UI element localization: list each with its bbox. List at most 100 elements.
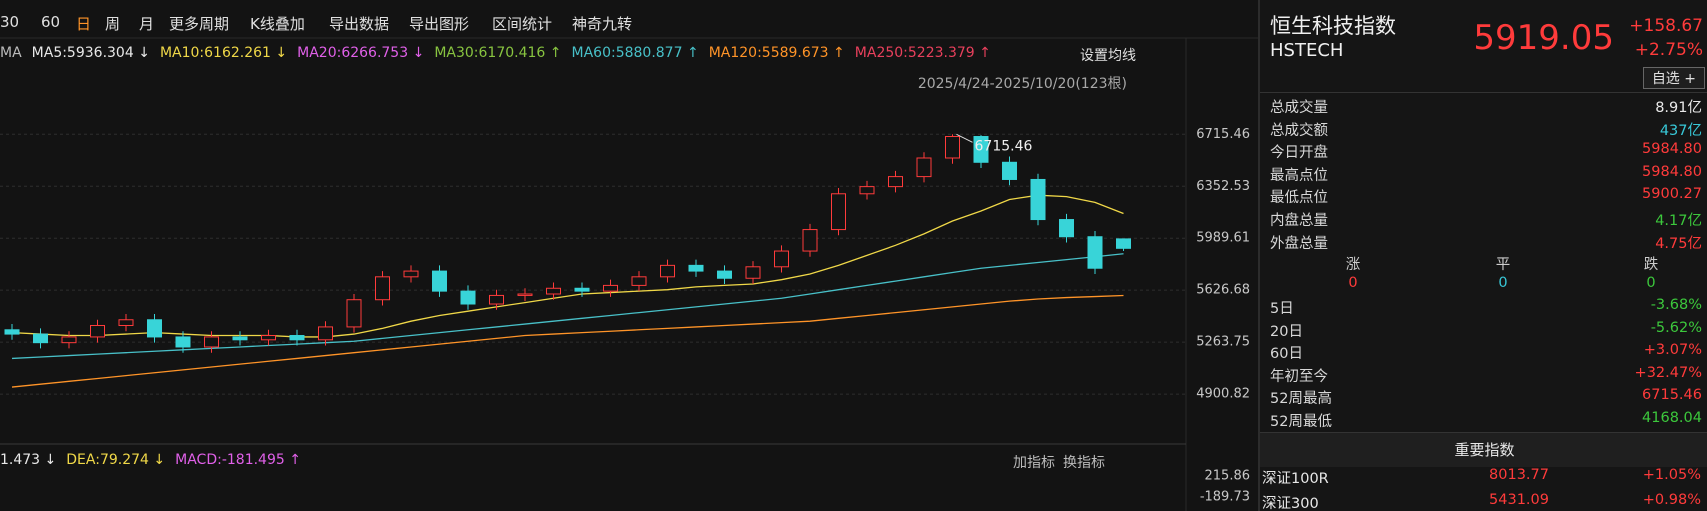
index-name: 恒生科技指数: [1270, 14, 1396, 38]
row-label: 总成交额: [1270, 122, 1328, 139]
row-value: 8.91亿: [1655, 100, 1702, 116]
toolbar-item[interactable]: 30: [0, 13, 20, 31]
ma-line: [11, 253, 1124, 360]
macd-item: MACD:-181.495 ↑: [175, 452, 301, 468]
candle-body: [517, 293, 533, 296]
row-value: -3.68%: [1650, 297, 1702, 313]
stat-row: 外盘总量 4.75亿: [1270, 232, 1702, 254]
candle-body: [489, 294, 504, 305]
candle-body: [603, 284, 618, 292]
count-label: 跌: [1643, 257, 1659, 273]
index-pct: +0.98%: [1642, 492, 1701, 508]
ma-value: MA120:5589.673: [708, 45, 829, 61]
price: 5919.05: [1473, 18, 1614, 58]
toolbar-item[interactable]: 区间统计: [492, 15, 553, 33]
toolbar-item[interactable]: 月: [139, 15, 155, 33]
macd-tick-label: 215.86: [1205, 469, 1251, 484]
ma-arrow: ↓: [412, 45, 425, 61]
row-value: 4168.04: [1642, 410, 1702, 426]
candle-body: [774, 250, 789, 268]
toolbar-item[interactable]: 周: [105, 15, 121, 33]
annotation-pointer: [956, 133, 973, 143]
index-code: HSTECH: [1270, 40, 1344, 61]
row-value: 6715.46: [1642, 387, 1702, 404]
candle-body: [574, 287, 590, 292]
ma-legend: MA MA5:5936.304 ↓ MA10:6162.261 ↓ MA20:6266…: [0, 45, 991, 61]
watchlist-button[interactable]: 自选 +: [1642, 67, 1705, 89]
candle-body: [1087, 236, 1103, 269]
ma-settings[interactable]: 设置均线: [1080, 48, 1136, 64]
macd-legend: 1.473 ↓ DEA:79.274 ↓ MACD:-181.495 ↑: [0, 452, 301, 468]
row-value: 4.75亿: [1655, 235, 1702, 252]
stat-row: 总成交量 8.91亿: [1270, 96, 1702, 118]
index-name: 深证300: [1262, 496, 1319, 511]
candle-body: [888, 176, 903, 188]
ma-arrow: ↓: [138, 45, 150, 61]
y-tick-label: 5263.75: [1196, 335, 1250, 350]
candle-body: [318, 326, 333, 341]
ma-value: MA20:6266.753: [297, 45, 409, 61]
y-tick-label: 6715.46: [1196, 127, 1250, 142]
ma-item: MA10:6162.261 ↓: [160, 45, 287, 61]
macd-value: 1.473: [0, 452, 41, 468]
date-range: 2025/4/24-2025/10/20(123根): [917, 76, 1127, 92]
candle-body: [261, 335, 276, 341]
ma-value: MA60:5880.877: [571, 45, 683, 61]
candle-body: [375, 276, 390, 301]
row-value: -5.62%: [1650, 319, 1702, 336]
candle-body: [717, 270, 732, 279]
y-tick-label: 4900.82: [1196, 387, 1250, 402]
candle-body: [147, 319, 162, 338]
candle-body: [660, 264, 675, 278]
row-value: 437亿: [1659, 122, 1702, 139]
period-row: 20日 -5.62%: [1270, 320, 1702, 342]
index-pct: +1.05%: [1642, 467, 1701, 483]
candle-body: [745, 266, 761, 279]
candle-body: [945, 136, 960, 159]
count-value: 0: [1498, 275, 1508, 291]
candle-body: [859, 186, 875, 195]
candle-body: [802, 229, 818, 252]
row-label: 60日: [1270, 346, 1303, 363]
candle-body: [631, 276, 647, 286]
row-label: 内盘总量: [1270, 213, 1328, 229]
row-value: +32.47%: [1634, 364, 1702, 381]
macd-value: DEA:79.274: [66, 452, 149, 468]
row-label: 52周最高: [1270, 391, 1332, 408]
stat-row: 今日开盘 5984.80: [1270, 141, 1702, 163]
toolbar-item[interactable]: 日: [76, 15, 92, 33]
index-name: 深证100R: [1262, 471, 1329, 487]
candle-body: [289, 335, 305, 341]
ma-arrow: ↑: [549, 45, 562, 61]
toolbar-item[interactable]: 神奇九转: [572, 15, 633, 33]
count-value: 0: [1646, 275, 1656, 291]
index-value: 5431.09: [1489, 492, 1549, 508]
indicator-button[interactable]: 加指标: [1013, 455, 1055, 471]
indicator-button[interactable]: 换指标: [1063, 455, 1105, 471]
row-label: 外盘总量: [1270, 235, 1328, 252]
ma-item: MA30:6170.416 ↑: [434, 45, 561, 61]
ma-line: [11, 294, 1124, 388]
candle-body: [403, 270, 419, 278]
count-value: 0: [1348, 275, 1358, 291]
count-label: 涨: [1345, 257, 1361, 273]
section-title: 重要指数: [1454, 441, 1515, 459]
candle-body: [346, 299, 362, 328]
ma-item: MA20:6266.753 ↓: [297, 45, 424, 61]
row-value: 5984.80: [1642, 163, 1702, 180]
row-label: 年初至今: [1270, 368, 1328, 385]
kline-chart: 6715.46 6352.53 5989.61 5626.68 5263.75 4900.…: [0, 37, 1259, 511]
toolbar-item[interactable]: 60: [41, 13, 61, 31]
y-tick-label: 5989.61: [1196, 231, 1250, 246]
row-label: 5日: [1270, 301, 1294, 317]
index-value: 8013.77: [1489, 467, 1549, 483]
candle-body: [1030, 178, 1046, 221]
change-pct: +2.75%: [1634, 40, 1703, 60]
toolbar-item[interactable]: 导出图形: [409, 15, 470, 33]
candle-body: [546, 287, 561, 295]
toolbar-item[interactable]: K线叠加: [250, 15, 305, 33]
macd-arrow: ↓: [44, 452, 57, 468]
toolbar-item[interactable]: 导出数据: [329, 15, 390, 33]
row-label: 20日: [1270, 323, 1303, 340]
toolbar-item[interactable]: 更多周期: [169, 15, 230, 33]
